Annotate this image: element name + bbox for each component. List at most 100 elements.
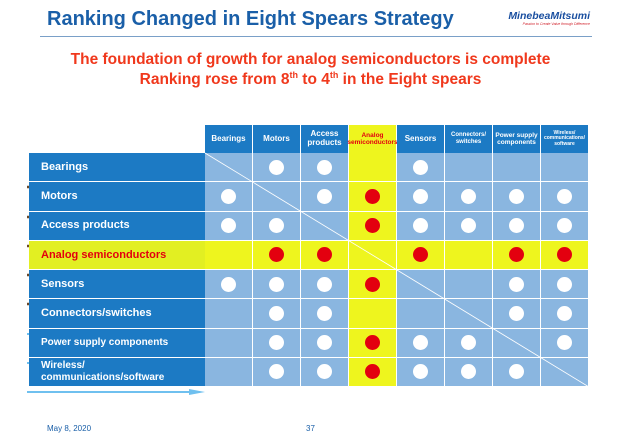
- white-circle-icon: [317, 276, 332, 292]
- matrix-cell: [445, 357, 493, 387]
- red-circle-icon: [557, 247, 572, 263]
- spear-icon: [27, 294, 205, 308]
- matrix-cell: [301, 270, 349, 300]
- matrix-cell: [445, 299, 493, 329]
- row-label: Analog semiconductors: [29, 240, 205, 270]
- matrix-cell: [301, 182, 349, 212]
- column-header: Power supply components: [493, 125, 541, 153]
- matrix-cell: [493, 299, 541, 329]
- white-circle-icon: [269, 335, 284, 351]
- matrix-cell: [397, 153, 445, 183]
- column-header: Sensors: [397, 125, 445, 153]
- white-circle-icon: [509, 218, 524, 234]
- row-label: Wireless/ communications/software: [29, 357, 205, 387]
- matrix-cell: [253, 182, 301, 212]
- matrix-cell: [301, 299, 349, 329]
- white-circle-icon: [317, 364, 332, 380]
- matrix-cell: [205, 211, 253, 241]
- matrix-cell: [205, 240, 253, 270]
- red-circle-icon: [365, 335, 380, 351]
- matrix-cell: [541, 153, 589, 183]
- matrix-cell: [397, 270, 445, 300]
- matrix-cell: [349, 328, 397, 358]
- matrix-cell: [253, 211, 301, 241]
- matrix-cell: [493, 328, 541, 358]
- row-label: Access products: [29, 211, 205, 241]
- white-circle-icon: [557, 218, 572, 234]
- matrix-cell: [301, 328, 349, 358]
- white-circle-icon: [269, 305, 284, 321]
- matrix-cell: [301, 211, 349, 241]
- matrix-cell: [445, 211, 493, 241]
- white-circle-icon: [461, 218, 476, 234]
- white-circle-icon: [269, 159, 284, 175]
- row-label: Power supply components: [29, 328, 205, 358]
- row-label: Connectors/switches: [29, 299, 205, 329]
- white-circle-icon: [317, 188, 332, 204]
- company-logo: MinebeaMitsumi Passion to Create Value t…: [490, 10, 590, 26]
- white-circle-icon: [509, 364, 524, 380]
- column-header: Motors: [253, 125, 301, 153]
- white-circle-icon: [557, 276, 572, 292]
- white-circle-icon: [317, 335, 332, 351]
- subtitle-text: Ranking rose from 8: [139, 71, 290, 89]
- white-circle-icon: [461, 335, 476, 351]
- matrix-cell: [349, 153, 397, 183]
- white-circle-icon: [413, 159, 428, 175]
- matrix-cell: [253, 153, 301, 183]
- white-circle-icon: [557, 188, 572, 204]
- matrix-cell: [445, 153, 493, 183]
- matrix-cell: [397, 240, 445, 270]
- matrix-cell: [493, 153, 541, 183]
- matrix-cell: [205, 357, 253, 387]
- matrix-cell: [541, 328, 589, 358]
- title-divider: [40, 36, 592, 37]
- matrix-cell: [301, 357, 349, 387]
- subtitle-text: to 4: [298, 71, 330, 89]
- red-circle-icon: [365, 364, 380, 380]
- slide-title: Ranking Changed in Eight Spears Strategy: [47, 8, 454, 30]
- spear-icon: [27, 177, 205, 191]
- subtitle-line-2: Ranking rose from 8th to 4th in the Eigh…: [0, 70, 621, 89]
- white-circle-icon: [269, 276, 284, 292]
- red-circle-icon: [269, 247, 284, 263]
- subtitle-line-1: The foundation of growth for analog semi…: [70, 51, 551, 68]
- footer-date: May 8, 2020: [47, 424, 92, 433]
- matrix-cell: [445, 270, 493, 300]
- matrix-cell: [541, 299, 589, 329]
- matrix-cell: [349, 240, 397, 270]
- matrix-cell: [541, 270, 589, 300]
- arrow-icon: [27, 324, 205, 337]
- matrix-cell: [445, 240, 493, 270]
- white-circle-icon: [557, 335, 572, 351]
- subtitle-text: in the Eight spears: [338, 71, 482, 89]
- matrix-cell: [253, 240, 301, 270]
- matrix-cell: [397, 211, 445, 241]
- row-label: Sensors: [29, 270, 205, 300]
- red-circle-icon: [413, 247, 428, 263]
- arrow-icon: [27, 353, 205, 366]
- matrix-cell: [349, 357, 397, 387]
- white-circle-icon: [221, 188, 236, 204]
- superscript: th: [289, 70, 299, 80]
- matrix-cell: [205, 328, 253, 358]
- spear-icon: [27, 236, 205, 249]
- matrix-cell: [397, 299, 445, 329]
- matrix-cell: [349, 182, 397, 212]
- matrix-cell: [445, 182, 493, 212]
- matrix-cell: [205, 153, 253, 183]
- red-circle-icon: [365, 218, 380, 234]
- red-circle-icon: [509, 247, 524, 263]
- matrix-cell: [397, 182, 445, 212]
- matrix-cell: [301, 153, 349, 183]
- matrix-cell: [541, 211, 589, 241]
- page-number: 37: [306, 424, 315, 433]
- white-circle-icon: [221, 218, 236, 234]
- matrix-cell: [253, 357, 301, 387]
- matrix-cell: [541, 240, 589, 270]
- white-circle-icon: [317, 305, 332, 321]
- white-circle-icon: [461, 188, 476, 204]
- matrix-cell: [301, 240, 349, 270]
- logo-name: MinebeaMitsumi: [508, 10, 590, 22]
